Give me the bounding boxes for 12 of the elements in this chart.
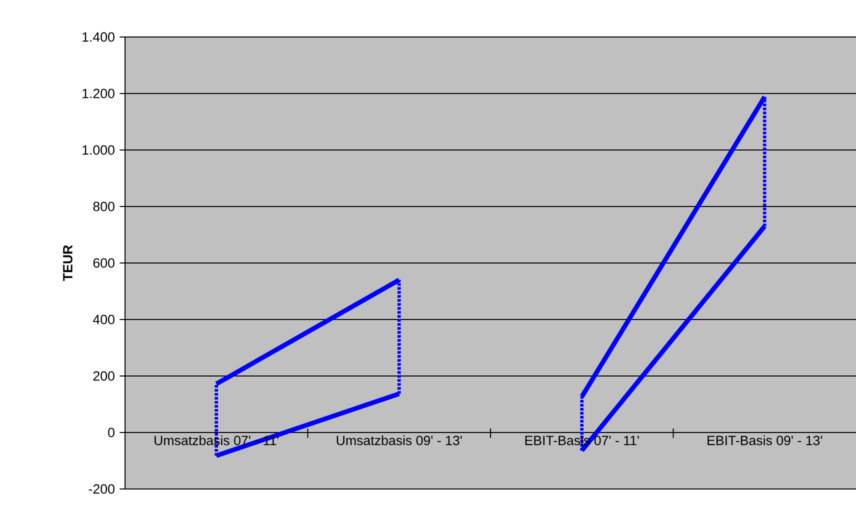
y-tick-label: 800	[93, 202, 114, 212]
y-tick-label: 1.000	[82, 145, 114, 155]
y-tick-label: -200	[88, 484, 114, 494]
y-tick-label: 600	[93, 258, 114, 268]
x-tick-label: Umsatzbasis 09' - 13'	[336, 435, 462, 446]
y-tick-label: 400	[93, 314, 114, 324]
y-tick-label: 0	[108, 428, 114, 438]
y-axis-title: TEUR	[63, 245, 72, 281]
y-tick-label: 1.400	[82, 32, 114, 42]
y-tick-label: 1.200	[82, 88, 114, 98]
y-tick-label: 200	[93, 371, 114, 381]
x-tick-label: EBIT-Basis 09' - 13'	[708, 435, 822, 446]
